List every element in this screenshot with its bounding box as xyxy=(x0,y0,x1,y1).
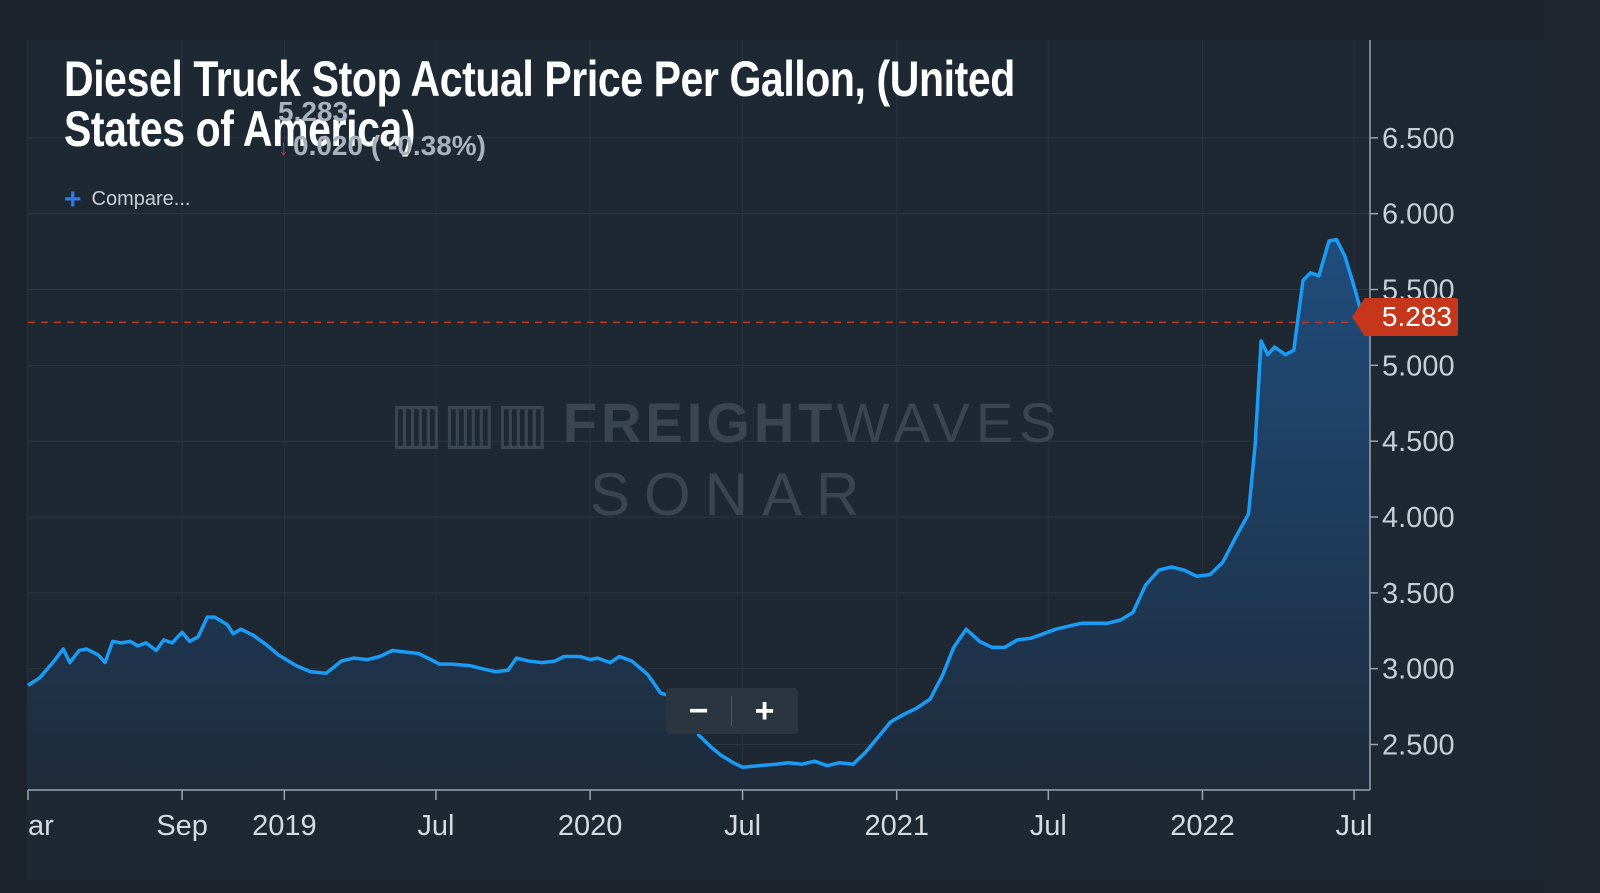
watermark-freightwaves: ▥▥▥ FREIGHTWAVES xyxy=(390,390,1063,456)
watermark-sonar: SONAR xyxy=(590,461,874,528)
compare-label: Compare... xyxy=(91,188,191,210)
plus-icon: + xyxy=(754,691,775,730)
y-tick-label: 4.000 xyxy=(1382,502,1455,534)
y-tick-label: 2.500 xyxy=(1382,730,1455,762)
y-tick-label: 4.500 xyxy=(1382,426,1455,458)
minus-icon: − xyxy=(688,691,709,730)
change-text: 0.020 ( -0.38%) xyxy=(293,130,486,161)
y-tick-label: 3.000 xyxy=(1382,654,1455,686)
y-axis: 2.5003.0003.5004.0004.5005.0005.5006.000… xyxy=(1370,123,1455,762)
plus-icon: + xyxy=(64,182,82,216)
price-area xyxy=(28,239,1370,790)
x-tick-label: Sep xyxy=(156,810,208,842)
price-change: ↓ 0.020 ( -0.38%) xyxy=(278,130,486,162)
y-tick-label: 6.000 xyxy=(1382,199,1455,231)
zoom-controls: − + xyxy=(666,688,798,734)
axes xyxy=(28,40,1371,791)
x-tick-label: 2022 xyxy=(1170,810,1235,842)
price-summary: 5.283 ↓ 0.020 ( -0.38%) xyxy=(278,96,486,162)
last-price: 5.283 xyxy=(278,96,349,127)
x-tick-label: Jul xyxy=(1336,810,1373,842)
x-tick-label: 2021 xyxy=(864,810,929,842)
freightwaves-logo-icon: ▥▥▥ xyxy=(390,391,549,454)
x-tick-label: Jul xyxy=(724,810,761,842)
x-tick-label: Jul xyxy=(1030,810,1067,842)
y-tick-label: 5.000 xyxy=(1382,350,1455,382)
zoom-out-button[interactable]: − xyxy=(666,688,731,734)
y-tick-label: 3.500 xyxy=(1382,578,1455,610)
current-price-tag: 5.283 xyxy=(1352,298,1458,336)
chart-title: Diesel Truck Stop Actual Price Per Gallo… xyxy=(64,51,1015,157)
x-axis: ar Sep 2019 Jul 2020 Jul 2021 Jul 2022 Jul xyxy=(27,790,1373,842)
x-tick-label: Jul xyxy=(417,810,454,842)
zoom-separator xyxy=(731,696,732,726)
watermark-thin: WAVES xyxy=(836,391,1063,454)
compare-button[interactable]: + Compare... xyxy=(64,182,191,216)
watermark-bold: FREIGHT xyxy=(562,391,837,454)
x-tick-label: ar xyxy=(28,810,54,842)
x-tick-label: 2020 xyxy=(558,810,623,842)
zoom-in-button[interactable]: + xyxy=(732,688,797,734)
y-tick-label: 6.500 xyxy=(1382,123,1455,155)
x-tick-label: 2019 xyxy=(252,810,317,842)
side-strip xyxy=(1544,0,1600,893)
down-arrow-icon: ↓ xyxy=(278,135,289,160)
